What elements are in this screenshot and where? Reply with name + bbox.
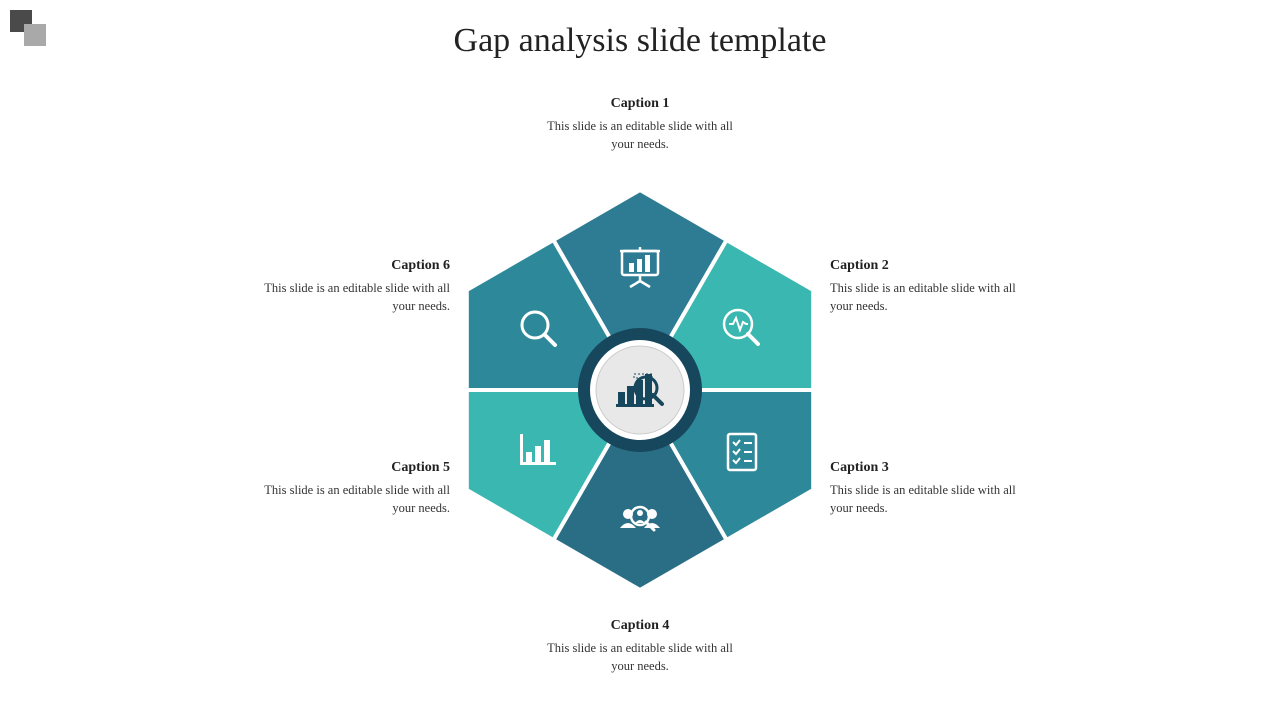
caption-1-title: Caption 1 bbox=[535, 96, 745, 112]
caption-6-desc: This slide is an editable slide with all… bbox=[240, 280, 450, 315]
page-title: Gap analysis slide template bbox=[0, 22, 1280, 60]
caption-5-desc: This slide is an editable slide with all… bbox=[240, 482, 450, 517]
caption-1: Caption 1 This slide is an editable slid… bbox=[535, 96, 745, 153]
hexagon-diagram bbox=[390, 170, 890, 610]
caption-5: Caption 5 This slide is an editable slid… bbox=[240, 460, 450, 517]
caption-5-title: Caption 5 bbox=[240, 460, 450, 476]
caption-1-desc: This slide is an editable slide with all… bbox=[535, 118, 745, 153]
caption-2-title: Caption 2 bbox=[830, 258, 1040, 274]
caption-3-title: Caption 3 bbox=[830, 460, 1040, 476]
caption-6: Caption 6 This slide is an editable slid… bbox=[240, 258, 450, 315]
caption-2: Caption 2 This slide is an editable slid… bbox=[830, 258, 1040, 315]
caption-3-desc: This slide is an editable slide with all… bbox=[830, 482, 1040, 517]
caption-4-desc: This slide is an editable slide with all… bbox=[535, 640, 745, 675]
caption-3: Caption 3 This slide is an editable slid… bbox=[830, 460, 1040, 517]
caption-4-title: Caption 4 bbox=[535, 618, 745, 634]
caption-6-title: Caption 6 bbox=[240, 258, 450, 274]
caption-4: Caption 4 This slide is an editable slid… bbox=[535, 618, 745, 675]
caption-2-desc: This slide is an editable slide with all… bbox=[830, 280, 1040, 315]
